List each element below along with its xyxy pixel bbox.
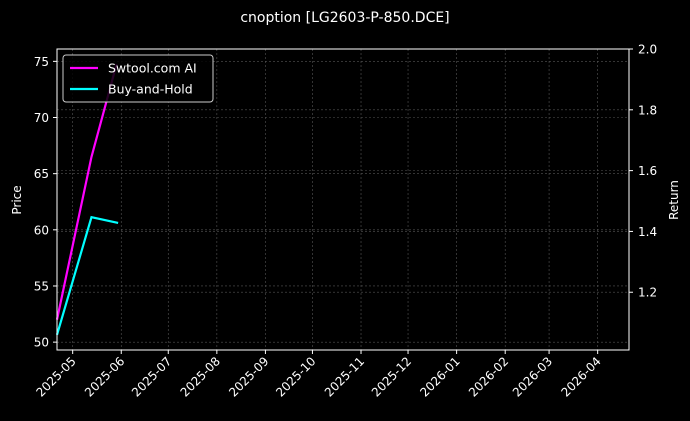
legend-box (62, 54, 214, 103)
series-line-0 (55, 63, 118, 320)
series-line-1 (55, 215, 119, 336)
y-axis-left: 50 55 60 65 70 75 (34, 55, 57, 350)
x-tick-label: 2025-08 (178, 354, 223, 399)
legend-label-0: Swtool.com AI (108, 61, 197, 76)
x-tick-label: 2025-09 (226, 354, 271, 399)
y-axis-left-label: Price (10, 185, 24, 214)
chart-title: cnoption [LG2603-P-850.DCE] (240, 10, 449, 26)
grid (57, 48, 629, 350)
y-axis-right: 1.2 1.4 1.6 1.8 2.0 (629, 43, 657, 300)
legend-label-1: Buy-and-Hold (108, 82, 193, 97)
x-tick-label: 2026-02 (466, 354, 511, 399)
y-tick-label-right: 1.6 (638, 164, 657, 178)
y-tick-label-right: 2.0 (638, 43, 657, 57)
x-tick-label: 2025-10 (273, 354, 318, 399)
x-tick-label: 2025-12 (369, 354, 414, 399)
legend: Swtool.com AI Buy-and-Hold (62, 54, 214, 103)
x-tick-label: 2026-04 (558, 354, 603, 399)
y-tick-label-left: 70 (34, 111, 49, 125)
x-tick-label: 2025-11 (322, 354, 367, 399)
y-tick-label-right: 1.8 (638, 103, 657, 117)
x-tick-label: 2025-07 (129, 354, 174, 399)
plot-frame (56, 48, 630, 351)
y-tick-label-right: 1.2 (638, 286, 657, 300)
y-tick-label-left: 50 (34, 336, 49, 350)
x-axis: 2025-05 2025-06 2025-07 2025-08 2025-09 2025-… (33, 350, 604, 400)
series-lines (55, 63, 119, 336)
y-tick-label-left: 55 (34, 279, 49, 293)
x-tick-label: 2025-05 (33, 354, 78, 399)
y-tick-label-left: 75 (34, 55, 49, 69)
x-tick-label: 2025-06 (82, 354, 127, 399)
y-tick-label-left: 65 (34, 167, 49, 181)
x-tick-label: 2026-01 (417, 354, 462, 399)
y-tick-label-left: 60 (34, 223, 49, 237)
y-tick-label-right: 1.4 (638, 225, 657, 239)
y-axis-right-label: Return (667, 180, 681, 220)
x-tick-label: 2026-03 (510, 354, 555, 399)
